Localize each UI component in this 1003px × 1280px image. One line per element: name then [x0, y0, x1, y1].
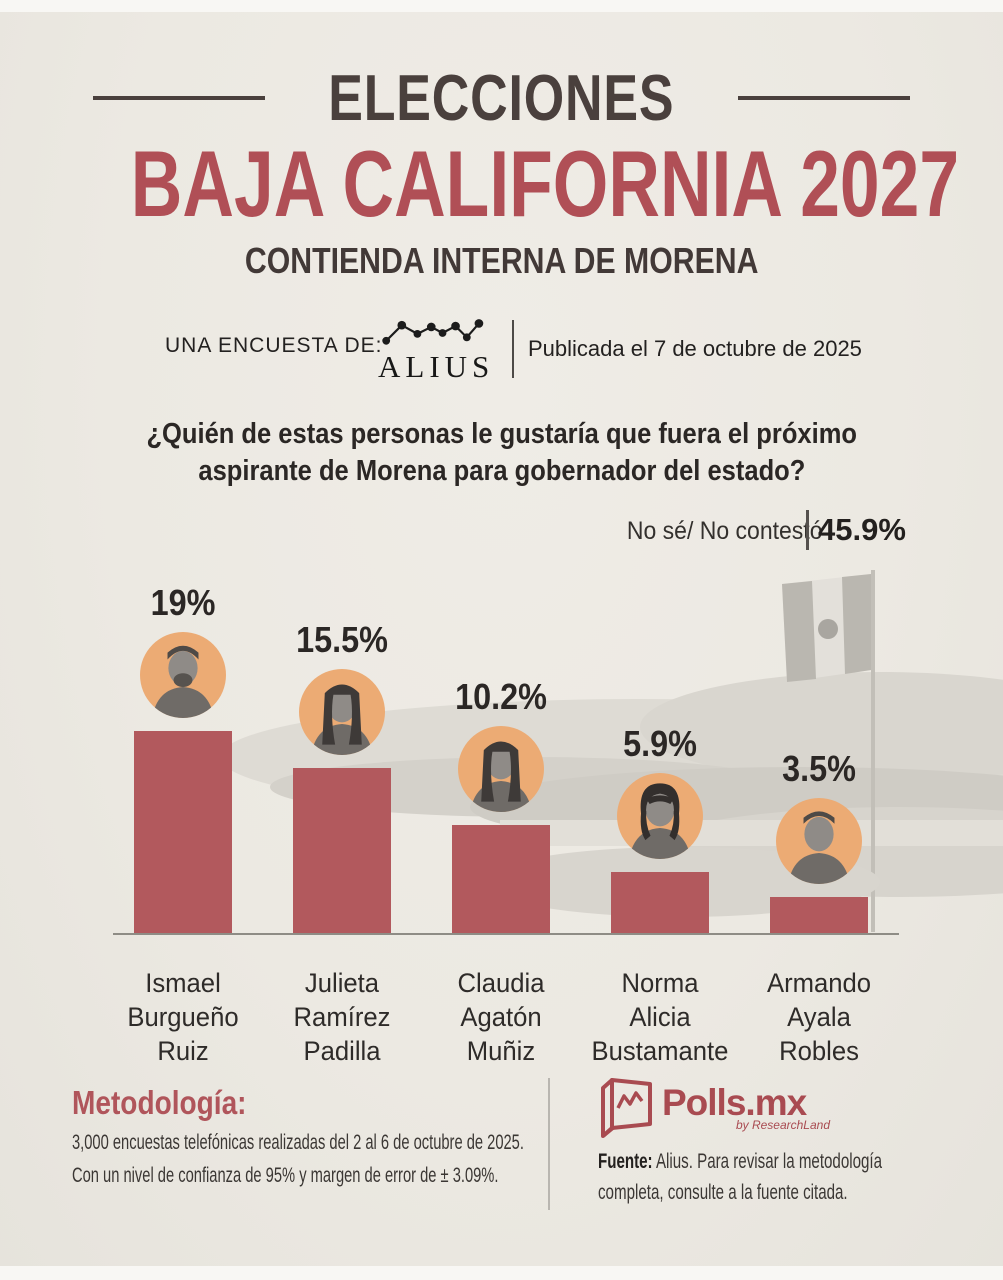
page-subtitle: CONTIENDA INTERNA DE MORENA: [244, 240, 759, 281]
candidate-percent-label: 19%: [150, 582, 216, 623]
candidate-percent-label: 15.5%: [296, 619, 388, 660]
candidate-bar: [293, 768, 391, 935]
methodology-text: 3,000 encuestas telefónicas realizadas d…: [72, 1131, 524, 1187]
no-answer-divider: [806, 510, 809, 550]
candidate-avatar: [140, 632, 226, 718]
candidate-name: Norma Alicia Bustamante: [591, 968, 729, 1066]
candidate-percent-label: 10.2%: [455, 676, 547, 717]
no-answer-value: 45.9%: [818, 512, 906, 547]
pollster-label: UNA ENCUESTA DE:: [165, 334, 383, 357]
alius-dotted-line-chart-icon: [382, 319, 484, 345]
polls-mx-wordmark: Polls.mx: [662, 1082, 807, 1123]
source-label: Fuente:: [598, 1150, 653, 1173]
header-kicker-row: ELECCIONES: [0, 60, 1003, 135]
top-margin-strip: [0, 0, 1003, 12]
polls-mx-byline: by ResearchLand: [735, 1118, 830, 1132]
source-note: Fuente: Alius. Para revisar la metodolog…: [598, 1150, 883, 1204]
methodology-title: Metodología:: [72, 1084, 247, 1121]
header-kicker: ELECCIONES: [328, 61, 675, 134]
candidate-percent-label: 5.9%: [623, 723, 697, 764]
kicker-left-rule: [93, 95, 266, 100]
candidate-bar: [452, 825, 550, 935]
candidate-name: Julieta Ramírez Padilla: [293, 968, 391, 1066]
page-title: BAJA CALIFORNIA 2027: [130, 131, 960, 236]
bottom-margin-strip: [0, 1266, 1003, 1280]
no-answer-label: No sé/ No contestó: [626, 517, 823, 545]
alius-wordmark: ALIUS: [378, 349, 495, 384]
candidate-percent-label: 3.5%: [782, 748, 856, 789]
pollster-divider: [512, 320, 514, 378]
chart-baseline-axis: [113, 933, 899, 935]
footer-divider: [548, 1078, 550, 1210]
candidate-name: Ismael Burgueño Ruiz: [127, 968, 239, 1066]
candidate-avatar: [617, 773, 703, 859]
candidate-avatar: [299, 669, 385, 755]
candidate-name: Claudia Agatón Muñiz: [457, 968, 545, 1066]
candidate-bar: [770, 897, 868, 935]
kicker-right-rule: [737, 95, 910, 100]
alius-logo: ALIUS: [378, 318, 495, 385]
poll-question: ¿Quién de estas personas le gustaría que…: [146, 418, 857, 487]
candidate-avatar: [776, 798, 862, 884]
candidate-bar: [611, 872, 709, 935]
candidate-bar: [134, 731, 232, 935]
published-date: Publicada el 7 de octubre de 2025: [528, 336, 862, 361]
polls-mx-chart-speech-bubble-icon: [601, 1078, 652, 1138]
candidate-avatar: [458, 726, 544, 812]
candidate-name: Armando Ayala Robles: [766, 968, 872, 1066]
